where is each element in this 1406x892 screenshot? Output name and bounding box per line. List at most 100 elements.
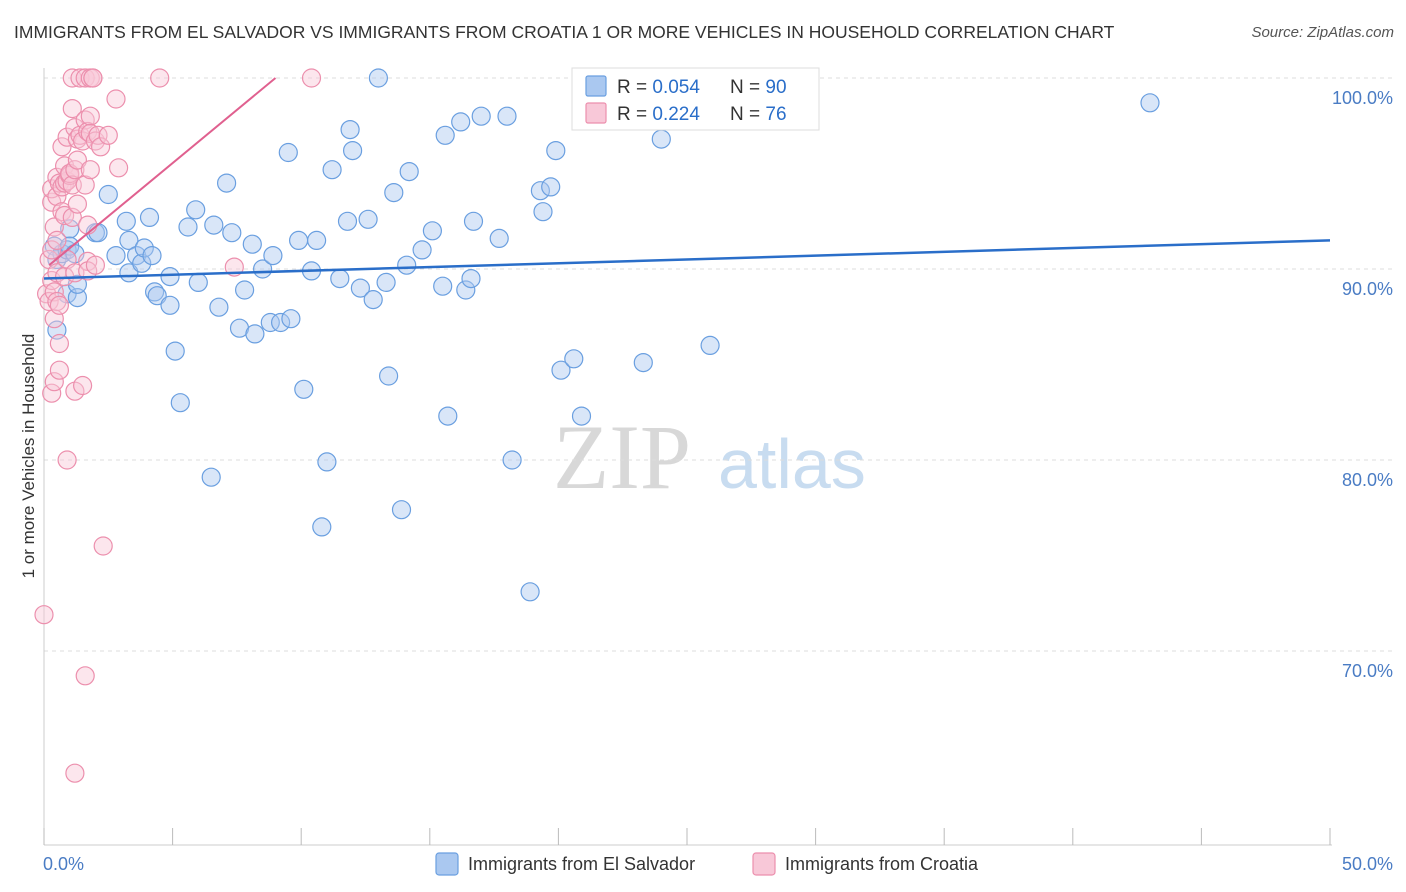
data-point xyxy=(489,228,509,248)
data-point xyxy=(350,278,370,298)
data-point xyxy=(520,582,540,602)
data-point xyxy=(116,211,136,231)
data-point xyxy=(54,205,75,226)
series-croatia-points xyxy=(34,68,322,783)
data-point xyxy=(90,137,111,157)
data-point xyxy=(106,246,126,266)
bottom-legend-swatch-el-salvador xyxy=(435,852,459,876)
data-point xyxy=(533,202,553,222)
data-point xyxy=(52,137,72,157)
data-point xyxy=(106,89,126,109)
data-point xyxy=(263,246,283,266)
data-point xyxy=(245,324,265,344)
data-point xyxy=(142,246,162,266)
data-point xyxy=(67,194,88,214)
legend-n-value-croatia: 76 xyxy=(765,104,786,125)
data-point xyxy=(651,129,671,149)
legend-r-value-croatia: 0.224 xyxy=(652,104,700,125)
gridlines xyxy=(44,77,1392,652)
data-point xyxy=(49,360,70,380)
y-tick-label: 90.0% xyxy=(1342,279,1393,299)
data-point xyxy=(75,68,95,88)
data-point xyxy=(47,230,67,250)
data-point xyxy=(108,158,129,178)
data-point xyxy=(165,341,185,361)
svg-text:N = 90: N = 90 xyxy=(730,77,787,98)
data-point xyxy=(186,200,206,220)
data-point xyxy=(530,181,551,201)
data-point xyxy=(83,68,103,88)
data-point xyxy=(340,120,360,140)
stats-legend: R = 0.054 N = 90 R = 0.224 N = 76 xyxy=(571,67,820,131)
x-ticks xyxy=(43,828,1331,845)
data-point xyxy=(204,215,224,235)
data-point xyxy=(456,280,476,300)
data-point xyxy=(301,68,322,88)
data-point xyxy=(1140,93,1160,113)
data-point xyxy=(384,183,404,203)
data-point xyxy=(139,207,160,227)
data-point xyxy=(363,290,383,310)
data-point xyxy=(160,295,180,315)
data-point xyxy=(551,360,571,380)
data-point xyxy=(72,375,93,396)
data-point xyxy=(75,175,95,195)
data-point xyxy=(119,230,139,250)
data-point xyxy=(546,141,566,161)
legend-swatch-croatia xyxy=(585,102,607,124)
data-point xyxy=(700,335,720,355)
data-point xyxy=(134,238,154,258)
data-point xyxy=(463,211,484,231)
data-point xyxy=(80,160,100,180)
legend-r-label: R = xyxy=(617,77,652,98)
data-point xyxy=(132,253,152,273)
data-point xyxy=(307,230,327,250)
data-point xyxy=(397,255,417,275)
data-point xyxy=(289,230,309,250)
data-point xyxy=(260,312,280,333)
stats-legend-box xyxy=(571,67,820,131)
data-point xyxy=(391,500,412,520)
data-point xyxy=(564,349,584,369)
bottom-legend-label-el-salvador: Immigrants from El Salvador xyxy=(468,854,695,874)
data-point xyxy=(322,160,342,180)
data-point xyxy=(65,763,85,783)
data-point xyxy=(368,68,388,88)
data-point xyxy=(42,240,62,260)
data-point xyxy=(160,267,180,287)
data-point xyxy=(67,288,88,308)
data-point xyxy=(461,269,481,289)
data-point xyxy=(571,406,592,426)
data-point xyxy=(209,297,229,317)
data-point xyxy=(330,269,350,289)
legend-r-label: R = xyxy=(617,104,652,125)
y-tick-labels: 100.0% 90.0% 80.0% 70.0% xyxy=(1332,88,1393,681)
data-point xyxy=(80,106,100,126)
x-tick-label-min: 0.0% xyxy=(43,854,84,874)
data-point xyxy=(78,215,98,235)
data-point xyxy=(201,467,221,487)
watermark: ZIP atlas xyxy=(553,406,866,508)
legend-n-label: N = xyxy=(730,77,765,98)
data-point xyxy=(62,98,82,119)
trend-line-croatia xyxy=(48,77,277,266)
svg-text:R = 0.054: R = 0.054 xyxy=(617,77,700,98)
chart-source: Source: ZipAtlas.com xyxy=(1251,24,1394,41)
data-point xyxy=(85,255,106,275)
data-point xyxy=(471,106,491,126)
bottom-legend-swatch-croatia xyxy=(752,852,776,876)
data-point xyxy=(376,272,396,292)
data-point xyxy=(235,280,255,300)
bottom-legend-label-croatia: Immigrants from Croatia xyxy=(785,854,979,874)
data-point xyxy=(170,393,190,413)
data-point xyxy=(39,291,59,312)
data-point xyxy=(242,234,262,254)
legend-r-value-el-salvador: 0.054 xyxy=(652,77,700,98)
series-el-salvador-points xyxy=(44,68,1160,602)
x-tick-label-max: 50.0% xyxy=(1342,854,1393,874)
data-point xyxy=(57,450,77,470)
y-tick-label: 70.0% xyxy=(1342,661,1393,681)
data-point xyxy=(633,353,653,373)
data-point xyxy=(343,141,363,161)
